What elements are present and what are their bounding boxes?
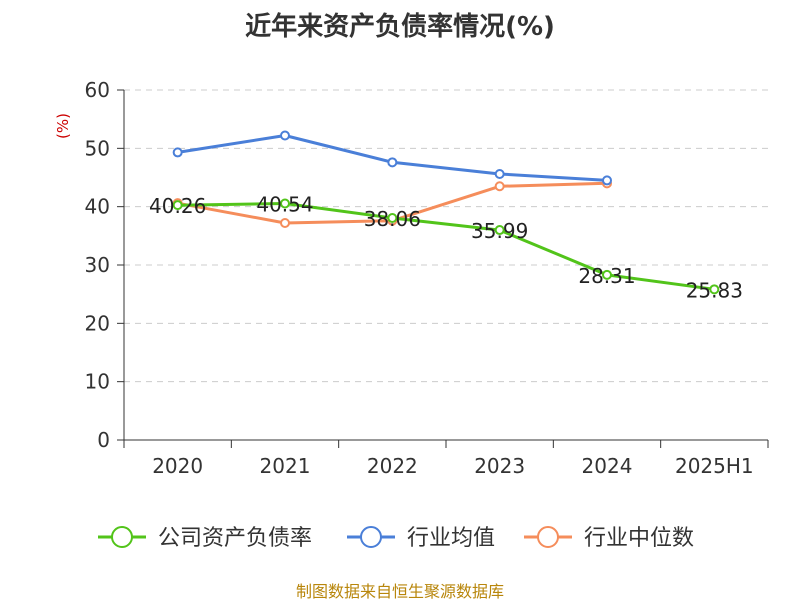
grid-layer <box>124 89 768 383</box>
data-point <box>172 200 183 211</box>
data-point <box>280 130 290 141</box>
data-point <box>709 284 720 295</box>
x-tick-label: 2023 <box>474 454 525 478</box>
data-point <box>494 225 505 236</box>
label-layer: 40.26 40.54 38.06 35.99 28.31 25.83 <box>149 193 743 303</box>
data-label: 35.99 <box>471 219 528 243</box>
data-label: 40.26 <box>149 194 206 218</box>
data-point <box>387 157 398 168</box>
legend-label: 行业中位数 <box>584 526 694 551</box>
data-point <box>602 269 612 280</box>
x-tick-label: 2020 <box>152 454 203 478</box>
x-tick-label: 2021 <box>260 454 311 478</box>
legend-marker <box>537 526 559 548</box>
data-point <box>172 147 183 158</box>
y-tick-label: 30 <box>85 253 110 277</box>
y-tick-label: 10 <box>85 370 110 394</box>
data-point <box>494 181 505 192</box>
y-tick-label: 50 <box>85 136 110 160</box>
y-tick-label: 60 <box>85 78 110 102</box>
y-tick-label: 0 <box>97 428 110 452</box>
legend: 公司资产负债率 行业均值 行业中位数 <box>98 526 694 551</box>
series-line <box>177 202 715 291</box>
axis-layer: 0 10 20 30 40 50 60 2020 2021 2022 2023 2024 2025H1 (… <box>54 78 769 478</box>
data-point <box>280 198 290 209</box>
data-point <box>387 212 398 223</box>
data-label: 40.54 <box>256 193 313 217</box>
y-axis-label: (%) <box>54 113 72 139</box>
data-source-note: 制图数据来自恒生聚源数据库 <box>295 582 504 601</box>
x-tick-label: 2022 <box>367 454 418 478</box>
x-tick-label: 2024 <box>582 454 633 478</box>
data-point <box>280 218 290 228</box>
legend-label: 行业均值 <box>407 526 495 551</box>
data-label: 28.31 <box>578 264 635 288</box>
data-label: 38.06 <box>364 207 421 231</box>
y-tick-label: 20 <box>85 311 110 335</box>
data-point <box>494 169 505 179</box>
series-layer <box>172 130 720 295</box>
chart-title: 近年来资产负债率情况(%) <box>245 12 555 42</box>
data-point <box>602 175 612 186</box>
x-tick-label: 2025H1 <box>675 454 754 478</box>
data-label: 25.83 <box>686 278 743 302</box>
legend-marker <box>111 526 133 548</box>
legend-marker <box>360 526 382 548</box>
y-tick-label: 40 <box>85 195 110 219</box>
legend-label: 公司资产负债率 <box>158 526 312 551</box>
